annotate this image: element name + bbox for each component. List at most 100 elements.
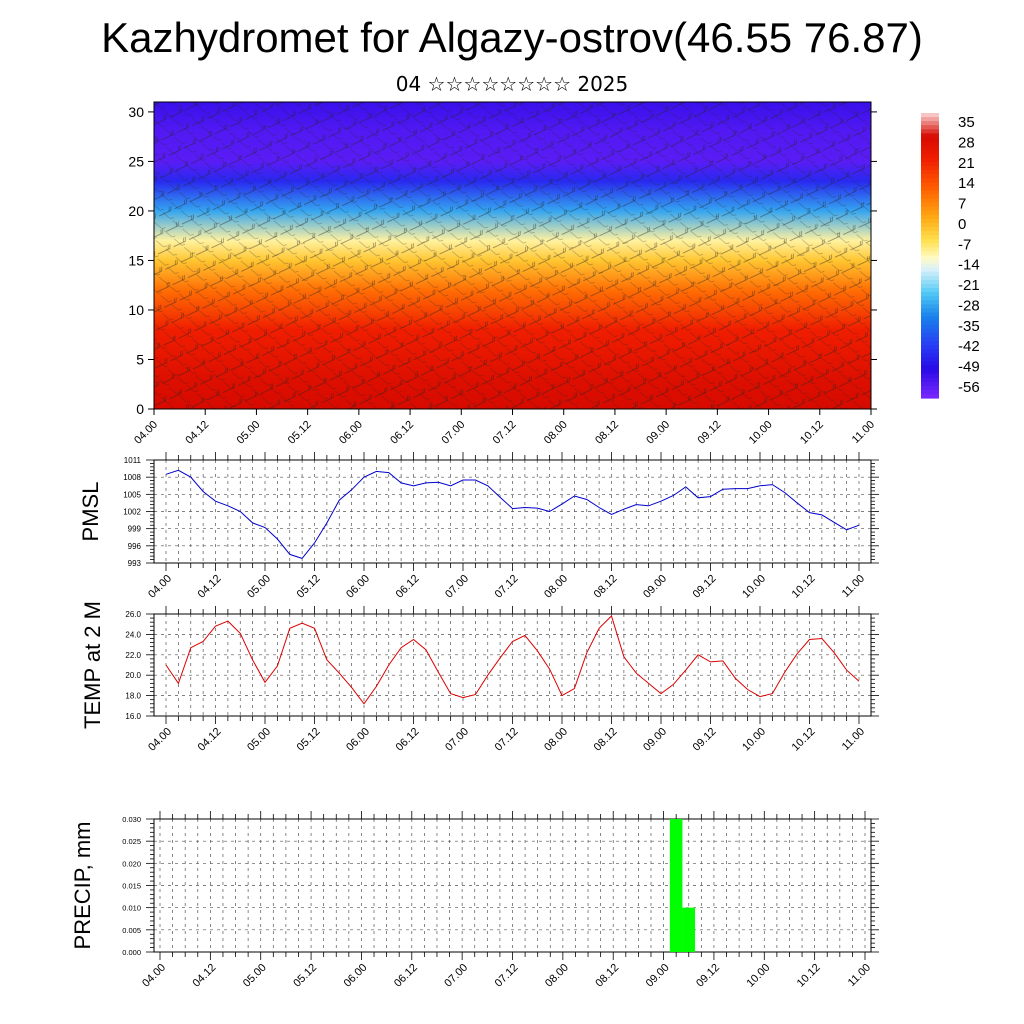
- y-tick-label: 1011: [124, 456, 142, 465]
- x-tick-label: 11.00: [840, 726, 867, 753]
- colorbar-swatch: [921, 141, 939, 147]
- x-tick-label: 07.12: [491, 419, 519, 447]
- x-tick-label: 07.00: [442, 962, 470, 990]
- colorbar-swatch: [921, 296, 939, 301]
- x-tick-label: 11.00: [840, 573, 867, 600]
- colorbar-swatch: [921, 121, 939, 126]
- y-tick-label: 0.025: [122, 837, 141, 846]
- x-tick-label: 05.00: [245, 726, 273, 754]
- colorbar-swatch: [921, 239, 939, 244]
- colorbar-swatch: [921, 129, 939, 134]
- x-tick-label: 08.12: [592, 726, 620, 754]
- colorbar-swatch: [921, 284, 939, 289]
- colorbar-swatch: [921, 353, 939, 358]
- colorbar-label: 0: [958, 216, 966, 233]
- colorbar-swatch: [921, 137, 939, 143]
- colorbar-swatch: [921, 218, 939, 224]
- x-tick-label: 09.00: [644, 419, 672, 447]
- x-tick-label: 10.00: [744, 962, 772, 990]
- colorbar-swatch: [921, 308, 939, 314]
- y-tick-label: 24.0: [125, 630, 141, 639]
- y-tick-label: 0.005: [122, 926, 141, 935]
- x-tick-label: 07.12: [493, 573, 521, 601]
- colorbar-swatch: [921, 341, 939, 346]
- x-tick-label: 09.12: [691, 573, 719, 601]
- colorbar-swatch: [921, 279, 939, 285]
- x-tick-label: 11.00: [850, 419, 877, 446]
- colorbar-swatch: [921, 174, 939, 179]
- y-tick-label: 22.0: [125, 651, 141, 660]
- wind-barb-layer: [154, 102, 871, 409]
- x-tick-label: 08.00: [542, 726, 570, 754]
- x-tick-label: 06.00: [342, 962, 370, 990]
- y-tick-label: 1005: [123, 490, 141, 499]
- colorbar-label: -7: [958, 236, 971, 253]
- y-tick-label: 1008: [123, 473, 141, 482]
- colorbar-label: -28: [958, 297, 980, 314]
- colorbar-swatch: [921, 304, 939, 310]
- colorbar-swatch: [921, 161, 939, 167]
- colorbar-swatch: [921, 288, 939, 293]
- colorbar-swatch: [921, 125, 939, 130]
- colorbar-label: -35: [958, 318, 980, 335]
- x-tick-label: 09.12: [691, 726, 719, 754]
- x-tick-label: 05.12: [286, 419, 314, 447]
- colorbar-swatch: [921, 292, 939, 297]
- x-tick-label: 06.00: [344, 726, 372, 754]
- x-tick-label: 10.00: [740, 573, 768, 601]
- colorbar-swatch: [921, 206, 939, 212]
- colorbar-swatch: [921, 186, 939, 191]
- x-tick-label: 11.00: [846, 962, 873, 989]
- wind-barbs: [154, 102, 871, 409]
- colorbar-swatch: [921, 267, 939, 273]
- colorbar-label: 21: [958, 155, 975, 172]
- colorbar-swatch: [921, 381, 939, 387]
- colorbar-swatch: [921, 275, 939, 281]
- colorbar-swatch: [921, 328, 939, 334]
- colorbar-swatch: [921, 345, 939, 350]
- y-tick-label: 10: [128, 302, 144, 318]
- x-tick-label: 10.12: [790, 573, 818, 601]
- x-tick-label: 04.12: [196, 573, 224, 601]
- y-tick-label: 15: [128, 252, 144, 268]
- x-tick-label: 05.12: [295, 573, 323, 601]
- x-tick-label: 08.12: [593, 962, 621, 990]
- x-tick-label: 09.00: [644, 962, 672, 990]
- colorbar-swatch: [921, 361, 939, 367]
- colorbar-label: -56: [958, 379, 980, 396]
- x-tick-label: 07.00: [443, 573, 471, 601]
- colorbar: 35 28 21 14 7 0 -7 -14 -21 -28 -35 -42 -49 -56: [921, 113, 980, 399]
- axis-title: TEMP at 2 M: [80, 601, 105, 729]
- colorbar-swatch: [921, 117, 939, 122]
- colorbar-label: 28: [958, 134, 975, 151]
- colorbar-swatch: [921, 320, 939, 326]
- x-tick-label: 07.00: [439, 419, 467, 447]
- colorbar-swatch: [921, 243, 939, 248]
- colorbar-swatch: [921, 190, 939, 196]
- pmsl-line: [165, 469, 860, 559]
- colorbar-swatch: [921, 263, 939, 269]
- heatmap-panel: 0 5 10 15 20 25 30 04.00 04.12 05.00 05.12 06.00 06.…: [128, 101, 877, 447]
- colorbar-swatch: [921, 113, 939, 118]
- x-tick-label: 06.12: [392, 962, 420, 990]
- colorbar-label: 14: [958, 175, 975, 192]
- y-tick-label: 26.0: [125, 610, 141, 619]
- x-tick-label: 08.00: [542, 573, 570, 601]
- y-tick-label: 0.000: [122, 948, 141, 957]
- y-tick-label: 20: [128, 203, 144, 219]
- colorbar-label: -42: [958, 338, 980, 355]
- colorbar-swatch: [921, 357, 939, 362]
- precip-panel: 04.00 04.12 05.00 05.12 06.00 06.12 07.00 07.12…: [70, 811, 879, 990]
- colorbar-swatch: [921, 145, 939, 151]
- x-tick-label: 08.00: [543, 962, 571, 990]
- x-tick-label: 06.12: [388, 419, 416, 447]
- colorbar-label: 7: [958, 196, 966, 213]
- colorbar-swatch: [921, 332, 939, 338]
- colorbar-swatch: [921, 365, 939, 371]
- colorbar-swatch: [921, 170, 939, 175]
- colorbar-swatch: [921, 235, 939, 240]
- colorbar-swatch: [921, 227, 939, 232]
- axis-title: PMSL: [78, 482, 103, 542]
- colorbar-swatch: [921, 251, 939, 257]
